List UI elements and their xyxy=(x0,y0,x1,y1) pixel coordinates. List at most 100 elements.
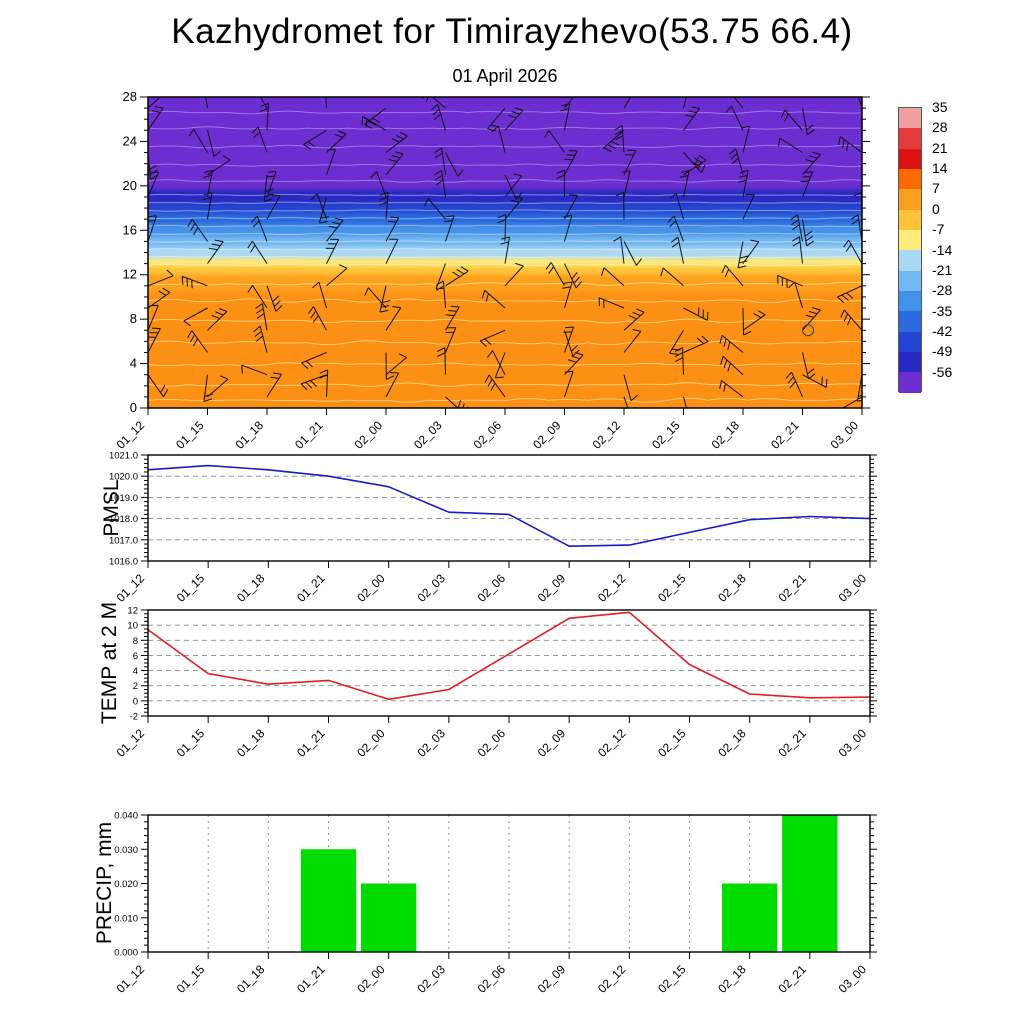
colorbar-label: 14 xyxy=(932,160,948,177)
colorbar-label: -35 xyxy=(932,302,953,319)
x-tick-label: 01_15 xyxy=(174,726,208,760)
x-tick-label: 01_12 xyxy=(114,726,148,760)
temp-panel: -2 0 2 4 6 8 10 12 01_12 01_15 01_18 01_21 02_00 02_0… xyxy=(60,598,940,764)
y-tick-label: -2 xyxy=(130,712,138,723)
colorbar-bar xyxy=(898,107,922,393)
x-tick-label: 03_00 xyxy=(836,726,870,760)
colorbar-label: 0 xyxy=(932,200,940,217)
x-tick-label: 01_18 xyxy=(234,962,268,996)
precipPanel-chart: 0.000 0.010 0.020 0.030 0.040 01_12 01_15 01_18… xyxy=(114,811,877,996)
y-tick-label: 20 xyxy=(123,178,137,193)
x-tick-label: 02_18 xyxy=(715,962,749,996)
y-tick-label: 0.020 xyxy=(114,879,138,890)
precip-bar xyxy=(721,883,778,952)
colorbar-label: -49 xyxy=(932,343,953,360)
colorbar-segment xyxy=(899,352,921,373)
y-tick-label: 8 xyxy=(130,311,137,326)
y-tick-label: 28 xyxy=(123,89,137,104)
colorbar-segment xyxy=(899,250,921,271)
y-tick-label: 12 xyxy=(127,606,138,617)
plot-frame xyxy=(147,609,871,717)
y-tick-label: 4 xyxy=(133,666,138,677)
colorbar-label: -14 xyxy=(932,241,953,258)
y-tick-label: 0.010 xyxy=(114,913,138,924)
colorbar-label: 28 xyxy=(932,119,948,136)
colorbar-segment xyxy=(899,128,921,149)
tempPanel-chart: -2 0 2 4 6 8 10 12 01_12 01_15 01_18 01_21 02_00 02_0… xyxy=(114,606,877,760)
x-tick-label: 02_06 xyxy=(475,726,509,760)
colorbar-segment xyxy=(899,311,921,332)
x-tick-label: 02_21 xyxy=(775,962,809,996)
colorbar-label: 7 xyxy=(932,180,940,197)
x-tick-label: 02_09 xyxy=(535,962,569,996)
y-tick-label: 6 xyxy=(133,651,138,662)
x-tick-label: 02_00 xyxy=(354,962,388,996)
colorbar-label: -42 xyxy=(932,322,953,339)
colorbar-label: 35 xyxy=(932,99,948,115)
y-tick-label: 12 xyxy=(123,267,137,282)
colorbar-label: -21 xyxy=(932,261,953,278)
precip-bar xyxy=(782,815,838,952)
y-tick-label: 10 xyxy=(127,621,138,632)
y-tick-label: 2 xyxy=(133,681,138,692)
x-tick-label: 02_03 xyxy=(414,962,448,996)
y-tick-label: 1021.0 xyxy=(109,451,138,462)
x-tick-label: 01_21 xyxy=(294,962,328,996)
y-tick-label: 1017.0 xyxy=(109,535,138,546)
colorbar-label: 21 xyxy=(932,139,948,156)
precip-panel: 0.000 0.010 0.020 0.030 0.040 01_12 01_15 01_18… xyxy=(60,803,940,1018)
y-tick-label: 0 xyxy=(133,696,138,707)
precip-bar xyxy=(360,883,417,952)
y-tick-label: 1016.0 xyxy=(109,557,138,568)
x-tick-label: 02_15 xyxy=(655,726,689,760)
colorbar-segment xyxy=(899,169,921,190)
y-tick-label: 1020.0 xyxy=(109,472,138,483)
y-tick-label: 24 xyxy=(123,133,137,148)
colorbar-segment xyxy=(899,209,921,231)
page-title: Kazhydromet for Timirayzhevo(53.75 66.4) xyxy=(171,12,853,51)
colorbar-segment xyxy=(899,372,921,393)
x-tick-label: 02_06 xyxy=(475,962,509,996)
contour-circle xyxy=(802,324,814,337)
x-tick-label: 02_03 xyxy=(414,726,448,760)
x-tick-label: 02_12 xyxy=(595,726,629,760)
x-tick-label: 02_09 xyxy=(535,726,569,760)
colorbar-segment xyxy=(899,270,921,292)
x-tick-label: 01_21 xyxy=(294,726,328,760)
x-tick-label: 02_18 xyxy=(715,726,749,760)
colorbar-segment xyxy=(899,291,921,312)
y-tick-label: 1019.0 xyxy=(109,493,138,504)
page-subtitle: 01 April 2026 xyxy=(452,66,558,86)
cross-section-panel: 0 4 8 12 16 20 24 28 01_12 01_15 01_18 01_21 02_00 02… xyxy=(80,88,880,466)
colorbar-label: -28 xyxy=(932,282,953,299)
y-tick-label: 0 xyxy=(130,400,137,415)
precip-bar xyxy=(300,849,357,952)
y-tick-label: 0.040 xyxy=(114,811,138,822)
y-tick-label: 4 xyxy=(130,356,137,371)
x-tick-label: 02_12 xyxy=(595,962,629,996)
x-tick-label: 01_15 xyxy=(174,962,208,996)
y-tick-label: 0.030 xyxy=(114,845,138,856)
y-tick-label: 0.000 xyxy=(114,948,138,959)
x-tick-label: 03_00 xyxy=(836,962,870,996)
pmsl-panel: 1016.0 1017.0 1018.0 1019.0 1020.0 1021.0 01_1… xyxy=(60,443,940,609)
colorbar-segment xyxy=(899,331,921,353)
x-tick-label: 01_18 xyxy=(234,726,268,760)
pmslPanel-line xyxy=(147,464,871,547)
colorbar-label: -56 xyxy=(932,363,953,380)
colorbar-segment xyxy=(899,230,921,251)
wind-barbs xyxy=(148,97,862,408)
colorbar-segment xyxy=(899,108,921,129)
colorbar: 35 28 21 14 7 0 -7 -14 -21 -28 -35 -42 -49 -56 xyxy=(898,99,1024,407)
x-tick-label: 02_00 xyxy=(354,726,388,760)
x-tick-label: 02_15 xyxy=(655,962,689,996)
tempPanel-line xyxy=(147,611,871,701)
y-tick-label: 16 xyxy=(123,222,137,237)
pmslPanel-chart: 1016.01017.01018.01019.01020.01021.001_1… xyxy=(109,451,877,605)
colorbar-segment xyxy=(899,189,921,210)
colorbar-label: -7 xyxy=(932,221,945,238)
plot-frame xyxy=(147,454,871,562)
colorbar-segment xyxy=(899,148,921,170)
